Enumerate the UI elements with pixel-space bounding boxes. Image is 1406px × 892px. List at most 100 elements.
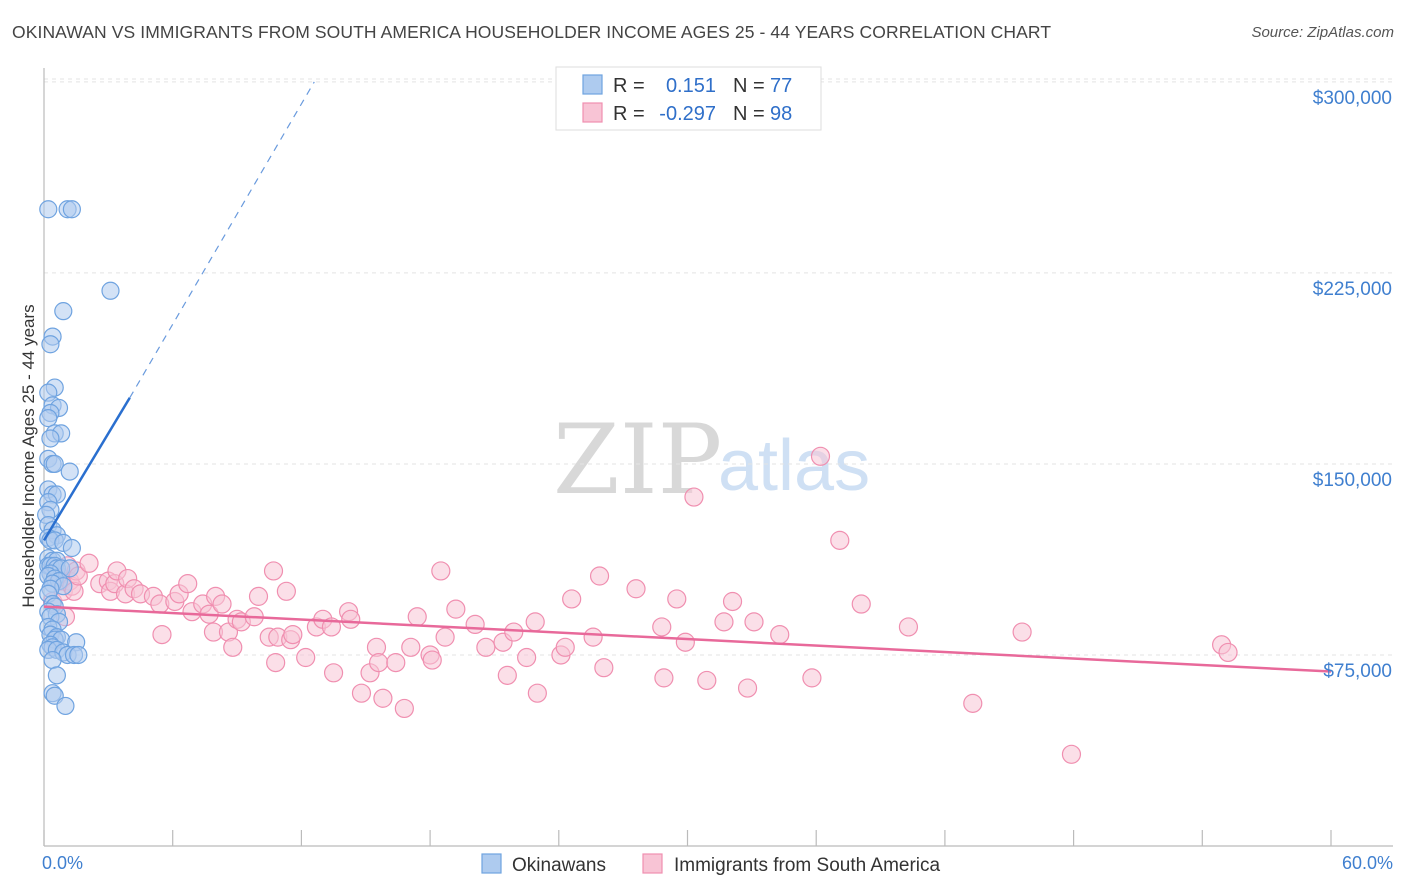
immigrants-point bbox=[1218, 642, 1238, 663]
immigrants-point bbox=[652, 617, 672, 637]
immigrants-point bbox=[178, 574, 198, 594]
x-tick-label: 0.0% bbox=[42, 853, 83, 873]
immigrants-point bbox=[407, 607, 427, 627]
immigrants-point bbox=[714, 612, 734, 632]
immigrants-point bbox=[963, 693, 983, 713]
y-axis-label: Householder Income Ages 25 - 44 years bbox=[19, 304, 38, 607]
legend-n-value: 98 bbox=[770, 103, 792, 125]
immigrants-point bbox=[152, 624, 172, 645]
x-tick-label: 60.0% bbox=[1342, 853, 1393, 873]
okinawan-point bbox=[56, 696, 75, 716]
legend-r-label: R = bbox=[613, 75, 645, 97]
y-tick-label: $150,000 bbox=[1313, 470, 1392, 491]
okinawan-point bbox=[62, 200, 81, 219]
immigrants-point bbox=[562, 589, 582, 609]
immigrants-point bbox=[594, 658, 614, 678]
legend-r-label: R = bbox=[613, 103, 645, 125]
immigrants-point bbox=[223, 637, 243, 657]
okinawan-point bbox=[69, 645, 88, 665]
immigrants-point bbox=[684, 487, 704, 507]
immigrants-point bbox=[431, 561, 451, 581]
y-tick-label: $300,000 bbox=[1313, 88, 1392, 109]
immigrants-point bbox=[722, 591, 743, 612]
bottom-legend-swatch-okinawan bbox=[481, 853, 502, 874]
legend-n-label: N = bbox=[733, 75, 765, 97]
bottom-legend-swatch-immigrants bbox=[642, 853, 663, 874]
immigrants-point bbox=[394, 698, 414, 719]
okinawan-point bbox=[43, 650, 62, 670]
bottom-legend-okinawan: Okinawans bbox=[512, 855, 606, 876]
x-axis-ticks bbox=[43, 830, 1332, 846]
immigrants-point bbox=[296, 647, 316, 668]
immigrants-point bbox=[1012, 622, 1032, 642]
legend-r-value: 0.151 bbox=[666, 75, 716, 97]
okinawan-trend-line bbox=[42, 397, 131, 542]
immigrants-point bbox=[802, 668, 822, 688]
immigrants-point bbox=[626, 579, 646, 599]
okinawan-point bbox=[39, 200, 58, 219]
immigrants-point bbox=[266, 653, 286, 673]
okinawan-point bbox=[47, 666, 66, 685]
bottom-legend-immigrants: Immigrants from South America bbox=[674, 855, 941, 876]
immigrants-point bbox=[248, 586, 269, 606]
okinawan-point bbox=[41, 429, 60, 448]
immigrants-point bbox=[79, 553, 99, 573]
immigrants-point bbox=[373, 688, 393, 708]
y-tick-label: $75,000 bbox=[1323, 661, 1392, 682]
immigrants-point bbox=[504, 622, 524, 642]
legend-n-value: 77 bbox=[770, 75, 792, 97]
immigrants-point bbox=[527, 683, 547, 703]
okinawan-point bbox=[101, 281, 120, 300]
legend-r-value: -0.297 bbox=[659, 103, 716, 125]
immigrants-point bbox=[263, 561, 284, 581]
immigrants-point bbox=[497, 665, 517, 685]
immigrants-point bbox=[386, 653, 406, 673]
immigrants-point bbox=[555, 637, 575, 657]
immigrants-point bbox=[898, 617, 919, 637]
immigrants-point bbox=[276, 581, 296, 601]
immigrants-point bbox=[351, 683, 372, 703]
immigrants-point bbox=[830, 530, 850, 550]
immigrants-trend-line bbox=[43, 605, 1332, 673]
series-okinawans-points bbox=[37, 200, 120, 716]
y-tick-label: $225,000 bbox=[1313, 279, 1392, 300]
trend-lines bbox=[42, 81, 1332, 673]
bottom-legend: Okinawans Immigrants from South America bbox=[481, 853, 941, 876]
immigrants-point bbox=[476, 637, 496, 657]
immigrants-point bbox=[283, 624, 303, 645]
gridlines bbox=[44, 78, 1393, 656]
immigrants-point bbox=[1061, 744, 1082, 764]
immigrants-point bbox=[422, 650, 442, 670]
okinawan-trend-extension bbox=[129, 81, 315, 399]
immigrants-point bbox=[810, 446, 831, 466]
immigrants-point bbox=[851, 594, 871, 614]
watermark-atlas: atlas bbox=[718, 426, 870, 506]
okinawan-point bbox=[45, 454, 64, 474]
chart-title: OKINAWAN VS IMMIGRANTS FROM SOUTH AMERIC… bbox=[12, 22, 1052, 42]
immigrants-point bbox=[401, 637, 421, 657]
legend: R = 0.151 N = 77 R = -0.297 N = 98 bbox=[555, 66, 822, 131]
immigrants-point bbox=[667, 589, 687, 609]
immigrants-point bbox=[465, 614, 485, 635]
immigrants-point bbox=[770, 624, 790, 645]
okinawan-point bbox=[60, 559, 79, 578]
immigrants-point bbox=[323, 663, 344, 683]
immigrants-point bbox=[675, 632, 695, 652]
immigrants-point bbox=[654, 668, 674, 688]
legend-n-label: N = bbox=[733, 103, 765, 125]
okinawan-point bbox=[60, 462, 79, 481]
okinawan-point bbox=[39, 409, 58, 428]
immigrants-point bbox=[435, 627, 455, 647]
immigrants-point bbox=[517, 647, 537, 668]
immigrants-point bbox=[446, 599, 466, 619]
immigrants-point bbox=[589, 566, 610, 586]
legend-swatch-okinawan bbox=[582, 74, 603, 95]
immigrants-point bbox=[369, 653, 389, 673]
immigrants-point bbox=[583, 627, 603, 647]
immigrants-point bbox=[525, 612, 545, 632]
okinawan-point bbox=[62, 538, 81, 558]
legend-swatch-immigrants bbox=[582, 102, 603, 123]
immigrants-point bbox=[212, 594, 232, 614]
immigrants-point bbox=[697, 670, 717, 691]
